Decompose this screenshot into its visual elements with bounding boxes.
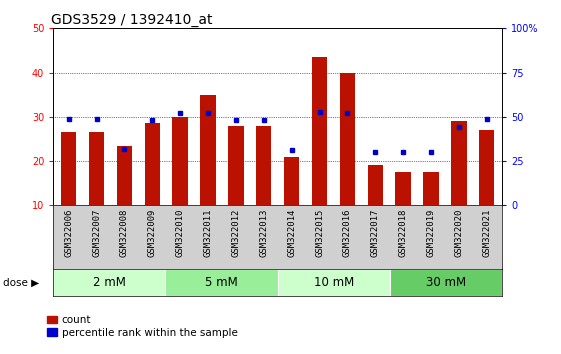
Bar	[278, 269, 390, 296]
Text: GSM322016: GSM322016	[343, 209, 352, 257]
Bar	[172, 117, 188, 205]
Text: 30 mM: 30 mM	[426, 276, 466, 289]
Bar	[451, 121, 467, 205]
Text: 2 mM: 2 mM	[93, 276, 126, 289]
Bar	[284, 156, 300, 205]
Text: dose ▶: dose ▶	[3, 277, 39, 287]
Text: 5 mM: 5 mM	[205, 276, 238, 289]
Bar	[165, 269, 278, 296]
Legend: count, percentile rank within the sample: count, percentile rank within the sample	[47, 315, 238, 338]
Text: GSM322015: GSM322015	[315, 209, 324, 257]
Text: GSM322006: GSM322006	[64, 209, 73, 257]
Bar	[200, 95, 215, 205]
Text: GSM322013: GSM322013	[259, 209, 268, 257]
Text: GSM322010: GSM322010	[176, 209, 185, 257]
Bar	[53, 269, 165, 296]
Bar	[61, 132, 76, 205]
Bar	[89, 132, 104, 205]
Text: GSM322014: GSM322014	[287, 209, 296, 257]
Text: GSM322017: GSM322017	[371, 209, 380, 257]
Bar	[256, 126, 272, 205]
Bar	[312, 57, 327, 205]
Text: GSM322008: GSM322008	[120, 209, 129, 257]
Text: GSM322020: GSM322020	[454, 209, 463, 257]
Text: GSM322009: GSM322009	[148, 209, 157, 257]
Text: GSM322018: GSM322018	[399, 209, 408, 257]
Text: GSM322007: GSM322007	[92, 209, 101, 257]
Text: GSM322011: GSM322011	[204, 209, 213, 257]
Bar	[479, 130, 494, 205]
Bar	[117, 145, 132, 205]
Text: GDS3529 / 1392410_at: GDS3529 / 1392410_at	[51, 13, 213, 27]
Text: GSM322019: GSM322019	[426, 209, 435, 257]
Bar	[367, 166, 383, 205]
Bar	[390, 269, 502, 296]
Text: GSM322021: GSM322021	[482, 209, 491, 257]
Bar	[424, 172, 439, 205]
Bar	[396, 172, 411, 205]
Bar	[340, 73, 355, 205]
Bar	[228, 126, 243, 205]
Text: GSM322012: GSM322012	[231, 209, 240, 257]
Text: 10 mM: 10 mM	[314, 276, 354, 289]
Bar	[145, 124, 160, 205]
